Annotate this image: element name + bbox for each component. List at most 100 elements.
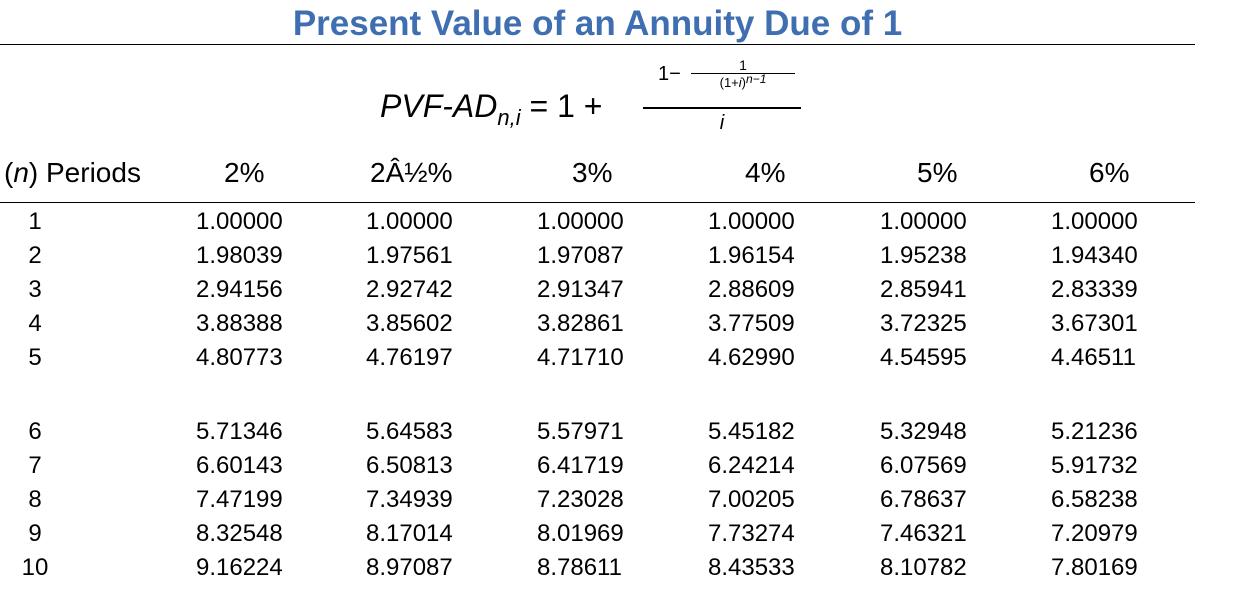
value-cell: 1.00000 [366,208,453,235]
value-cell: 1.00000 [880,208,967,235]
value-cell: 7.73274 [708,520,795,547]
value-cell: 8.97087 [366,554,453,581]
value-cell: 8.10782 [880,554,967,581]
value-cell: 1.97087 [537,242,624,269]
value-cell: 5.32948 [880,418,967,445]
value-cell: 8.17014 [366,520,453,547]
period-cell: 6 [28,418,42,445]
value-cell: 6.60143 [196,452,283,479]
table-row: 8 7.47199 7.34939 7.23028 7.00205 6.78637 6.58… [0,483,1195,517]
value-cell: 1.00000 [537,208,624,235]
value-cell: 1.00000 [1051,208,1138,235]
value-cell: 8.43533 [708,554,795,581]
rate-header-2: 2% [224,157,265,188]
value-cell: 1.95238 [880,242,967,269]
value-cell: 6.58238 [1051,486,1138,513]
value-cell: 8.32548 [196,520,283,547]
rate-header-5: 5% [917,157,958,188]
period-cell: 2 [28,242,42,269]
period-cell: 8 [28,486,42,513]
value-cell: 3.77509 [708,310,795,337]
value-cell: 7.46321 [880,520,967,547]
value-cell: 6.07569 [880,452,967,479]
title-rule [0,44,1195,45]
value-cell: 7.00205 [708,486,795,513]
table-row: 2 1.98039 1.97561 1.97087 1.96154 1.95238 1.94… [0,239,1195,273]
value-cell: 4.80773 [196,344,283,371]
header-rule [0,202,1195,203]
period-cell: 5 [28,344,42,371]
value-cell: 1.98039 [196,242,283,269]
value-cell: 2.92742 [366,276,453,303]
value-cell: 6.78637 [880,486,967,513]
formula-outer-denominator: i [719,112,725,134]
value-cell: 5.21236 [1051,418,1138,445]
formula-lhs: PVF-ADn,i = 1 + [380,88,602,129]
value-cell: 2.94156 [196,276,283,303]
value-cell: 7.47199 [196,486,283,513]
value-cell: 2.85941 [880,276,967,303]
value-cell: 1.97561 [366,242,453,269]
table-row: 7 6.60143 6.50813 6.41719 6.24214 6.07569 5.91… [0,449,1195,483]
period-header-var: n [13,157,29,188]
table-row: 4 3.88388 3.85602 3.82861 3.77509 3.72325 3.67… [0,307,1195,341]
value-cell: 7.34939 [366,486,453,513]
value-cell: 4.76197 [366,344,453,371]
formula-inner-denominator: (1+i)n−1 [691,72,795,91]
formula-inner-den-close: ) [741,75,747,90]
formula-lhs-main: PVF-AD [380,88,498,124]
formula-main-bar [643,107,801,109]
value-cell: 5.45182 [708,418,795,445]
period-header-text: ) Periods [28,157,141,188]
period-header: (n) Periods [4,156,141,190]
formula-inner-fraction: 1 (1+i)n−1 [691,58,795,102]
value-cell: 1.96154 [708,242,795,269]
period-cell: 4 [28,310,42,337]
value-cell: 1.00000 [708,208,795,235]
formula-lhs-sub: n,i [497,105,521,130]
table-row: 6 5.71346 5.64583 5.57971 5.45182 5.32948 5.21… [0,415,1195,449]
value-cell: 1.00000 [196,208,283,235]
value-cell: 5.71346 [196,418,283,445]
rate-header-2-5: 2Â½% [370,157,453,188]
page-title: Present Value of an Annuity Due of 1 [292,4,903,43]
rate-header-6: 6% [1089,157,1130,188]
value-cell: 3.72325 [880,310,967,337]
value-cell: 7.80169 [1051,554,1138,581]
period-cell: 3 [28,276,42,303]
table-row: 9 8.32548 8.17014 8.01969 7.73274 7.46321 7.20… [0,517,1195,551]
table-row: 1 1.00000 1.00000 1.00000 1.00000 1.00000 1.00… [0,205,1195,239]
table-row: 5 4.80773 4.76197 4.71710 4.62990 4.54595 4.46… [0,341,1195,375]
table-row: 3 2.94156 2.92742 2.91347 2.88609 2.85941 2.83… [0,273,1195,307]
formula-inner-den-base: (1+ [719,75,739,90]
value-cell: 3.67301 [1051,310,1138,337]
value-cell: 7.20979 [1051,520,1138,547]
value-cell: 5.64583 [366,418,453,445]
period-cell: 10 [21,554,49,581]
value-cell: 6.41719 [537,452,624,479]
period-cell: 9 [28,520,42,547]
value-cell: 6.50813 [366,452,453,479]
value-cell: 9.16224 [196,554,283,581]
value-cell: 1.94340 [1051,242,1138,269]
rate-header-4: 4% [745,157,786,188]
value-cell: 8.01969 [537,520,624,547]
value-cell: 4.71710 [537,344,624,371]
value-cell: 4.54595 [880,344,967,371]
period-header-open: ( [4,157,14,188]
formula-inner-numerator: 1 [739,57,747,73]
formula-numerator-prefix: 1− [658,63,681,85]
value-cell: 5.91732 [1051,452,1138,479]
period-cell: 7 [28,452,42,479]
table-row: 10 9.16224 8.97087 8.78611 8.43533 8.10782 7.8… [0,551,1195,585]
rate-header-3: 3% [572,157,613,188]
value-cell: 2.91347 [537,276,624,303]
value-cell: 7.23028 [537,486,624,513]
formula-inner-den-var: i [738,75,742,90]
formula-inner-bar [691,73,795,74]
value-cell: 8.78611 [537,554,622,581]
period-cell: 1 [28,208,42,235]
value-cell: 4.46511 [1051,344,1136,371]
value-cell: 6.24214 [708,452,795,479]
formula-inner-den-exp: n−1 [746,72,767,86]
